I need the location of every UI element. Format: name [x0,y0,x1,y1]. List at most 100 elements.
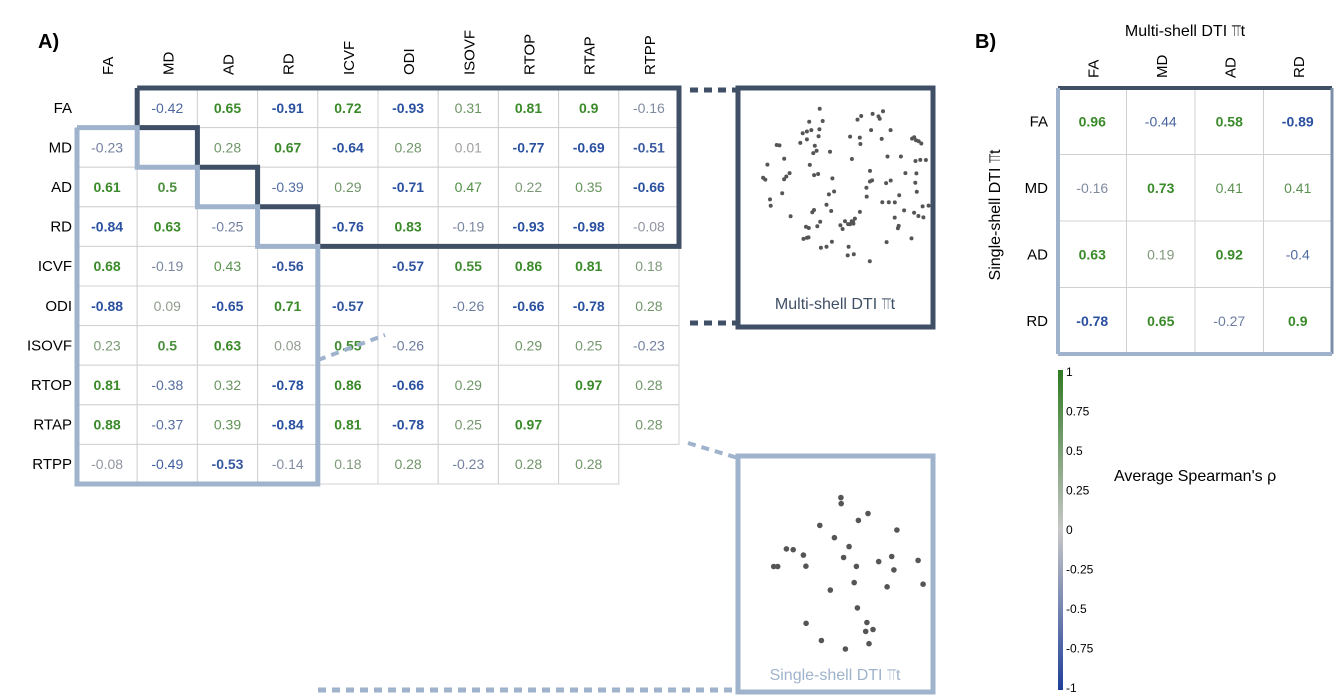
row-header-isovf: ISOVF [27,337,72,354]
b-col-header-ad: AD [1222,57,1239,78]
upper-value-isovf-rtop: 0.29 [515,337,542,353]
lower-value-isovf-icvf: 0.55 [334,337,361,353]
colorbar-tick: 1 [1066,365,1073,379]
lower-value-ad-md: 0.5 [158,179,178,195]
upper-cell-odi-rtap [558,285,620,327]
lower-cell-odi-fa [76,285,138,327]
upper-value-fa-md: -0.42 [151,100,183,116]
upper-cell-ad-rd [257,166,319,208]
lower-value-isovf-rd: 0.08 [274,337,301,353]
col-header-rd: RD [281,53,298,75]
sampling-point [884,240,889,245]
lower-value-isovf-fa: 0.23 [93,337,120,353]
upper-value-fa-rtop: 0.81 [515,100,542,116]
sampling-point [866,640,872,647]
sampling-point [820,119,825,123]
sampling-point [830,176,835,181]
lower-cell-rtop-fa [76,364,138,406]
sampling-point [816,134,821,139]
upper-value-odi-rtpp: 0.28 [635,298,662,314]
sampling-point [842,646,849,652]
sampling-point [774,143,779,147]
row-header-rd: RD [50,219,72,236]
sampling-point [865,510,871,517]
upper-value-fa-rtap: 0.9 [579,100,599,116]
lower-cell-odi-icvf [317,285,379,327]
row-header-fa: FA [54,100,72,117]
lower-value-odi-ad: -0.65 [212,298,244,314]
upper-value-rd-odi: 0.83 [394,219,421,235]
sampling-point [864,194,869,199]
colorbar-gradient [1058,370,1063,690]
upper-cell-rd-rtpp [618,206,680,247]
sampling-point [884,584,890,590]
lower-value-rtpp-odi: 0.28 [394,456,421,472]
lower-value-ad-fa: 0.61 [93,179,120,195]
b-value-md-ad: 0.41 [1216,180,1243,196]
sampling-point [798,140,803,145]
upper-cell-isovf-rtap [558,325,620,366]
lower-cell-odi-ad [196,285,259,327]
sampling-point [806,235,811,240]
sampling-point [803,620,809,627]
b-row-header-fa: FA [1030,113,1048,130]
colorbar-tick: -0.5 [1066,602,1087,616]
lower-value-md-fa: -0.23 [91,139,123,155]
lower-value-rtop-ad: 0.32 [214,377,241,393]
col-header-ad: AD [221,54,238,75]
sampling-point [859,114,864,118]
sampling-point [894,527,900,533]
lower-value-icvf-ad: 0.43 [214,258,241,274]
upper-cell-md-rtop [497,127,560,168]
upper-value-md-isovf: 0.01 [455,139,482,155]
col-header-fa: FA [100,57,117,75]
sampling-point [909,236,914,241]
panel-b-side-title: Single-shell DTI ⫪t [987,149,1004,280]
b-cell-md-md [1126,154,1196,222]
sampling-point [801,236,806,241]
sampling-point [812,143,817,148]
sampling-point [885,154,890,159]
colorbar-tick: 0.25 [1066,484,1090,498]
lower-cell-rtpp-rd [257,443,319,485]
sampling-point [855,517,862,524]
lower-value-icvf-md: -0.19 [151,258,183,274]
upper-value-md-rd: 0.67 [274,139,301,155]
row-header-rtap: RTAP [33,417,72,434]
panel-a-matrix: FA MD AD RD ICVF ODI ISOVF RTOP RTAP RTPP FA MD AD RD… [27,30,682,487]
lower-cell-rd-fa [76,206,138,247]
lower-cell-isovf-md [136,325,198,366]
col-header-md: MD [160,52,177,75]
sampling-point [807,119,812,124]
row-header-rtpp: RTPP [32,456,72,473]
upper-cell-odi-isovf [437,285,499,327]
lower-cell-rtap-ad [196,404,259,445]
panel-a-label: A) [38,31,59,53]
sampling-point [855,117,860,122]
sampling-point [875,558,882,565]
sampling-point [815,224,820,229]
upper-cell-ad-rtpp [618,166,680,208]
lower-value-rtop-icvf: 0.86 [334,377,361,393]
upper-value-rd-rtop: -0.93 [513,219,545,235]
upper-value-rtop-rtap: 0.97 [575,377,602,393]
b-cell-fa-md [1126,87,1196,155]
sampling-point [817,106,822,111]
sampling-point [869,128,874,133]
sampling-point [829,239,834,244]
panel-b-matrix: FA MD AD RD FA MD AD RD 0.96 -0.44 0.58 -0.89 -0.16 0… [1025,55,1334,356]
sampling-point [851,579,857,586]
upper-cell-fa-md [136,87,198,129]
lower-value-odi-icvf: -0.57 [332,298,364,314]
lower-value-rtpp-fa: -0.08 [91,456,123,472]
lower-cell-isovf-odi [377,325,439,366]
single-shell-block-border [74,125,321,487]
sampling-point [816,172,821,176]
b-value-ad-ad: 0.92 [1216,246,1243,262]
lower-value-isovf-ad: 0.63 [214,337,241,353]
sampling-point [849,157,854,161]
sampling-point [800,552,807,558]
upper-value-ad-icvf: 0.29 [334,179,361,195]
upper-value-md-ad: 0.28 [214,139,241,155]
lower-value-rtpp-md: -0.49 [151,456,183,472]
